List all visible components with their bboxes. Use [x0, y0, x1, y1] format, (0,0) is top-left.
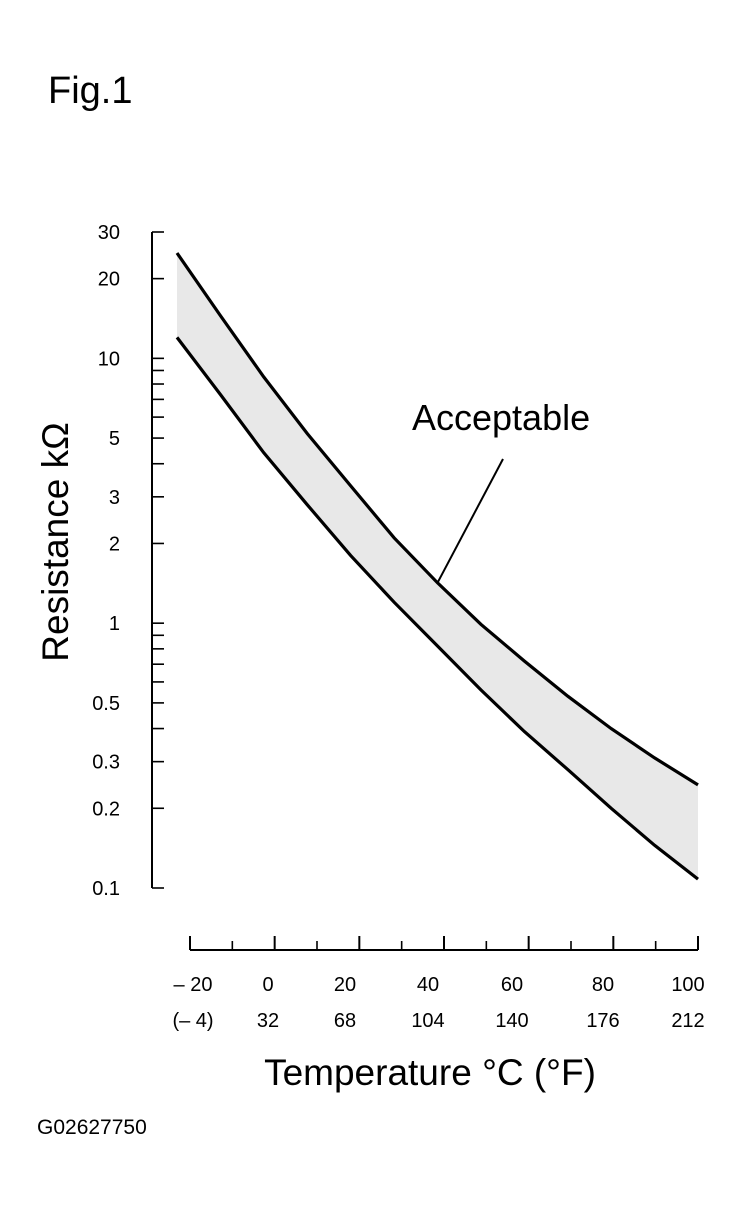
- y-tick-label: 1: [109, 613, 120, 635]
- x-tick-label-celsius: 0: [262, 974, 273, 996]
- y-tick-label: 30: [98, 222, 120, 244]
- figure-title: Fig.1: [48, 70, 133, 112]
- y-axis-title: Resistance kΩ: [35, 422, 76, 661]
- acceptable-band: [177, 253, 698, 880]
- x-tick-label-celsius: 80: [592, 974, 614, 996]
- axes: [151, 231, 699, 951]
- upper-limit-line: [175, 252, 699, 787]
- x-tick-label-celsius: 20: [334, 974, 356, 996]
- y-tick-label: 0.1: [92, 878, 120, 900]
- y-tick-label: 10: [98, 348, 120, 370]
- x-tick-label-fahrenheit: 140: [495, 1010, 528, 1032]
- x-tick-label-celsius: 60: [501, 974, 523, 996]
- figure-code: G02627750: [37, 1116, 147, 1139]
- acceptable-annotation: Acceptable: [412, 397, 590, 438]
- y-tick-label: 20: [98, 269, 120, 291]
- y-tick-label: 5: [109, 428, 120, 450]
- y-tick-label: 0.3: [92, 752, 120, 774]
- x-tick-label-fahrenheit: 212: [671, 1010, 704, 1032]
- y-tick-label: 0.2: [92, 798, 120, 820]
- acceptable-band-fill: [177, 253, 698, 880]
- x-tick-label-fahrenheit: 176: [586, 1010, 619, 1032]
- x-tick-label-fahrenheit: (– 4): [172, 1010, 213, 1032]
- x-tick-label-celsius: 100: [671, 974, 704, 996]
- y-tick-label: 3: [109, 487, 120, 509]
- x-axis-title: Temperature °C (°F): [264, 1052, 596, 1093]
- y-tick-label: 0.5: [92, 693, 120, 715]
- lower-limit-line: [175, 336, 699, 881]
- x-tick-label-celsius: 40: [417, 974, 439, 996]
- annotation-leader-line: [436, 458, 504, 584]
- x-tick-label-fahrenheit: 32: [257, 1010, 279, 1032]
- y-tick-label: 2: [109, 533, 120, 555]
- x-tick-label-celsius: – 20: [174, 974, 213, 996]
- x-tick-label-fahrenheit: 68: [334, 1010, 356, 1032]
- x-tick-label-fahrenheit: 104: [411, 1010, 444, 1032]
